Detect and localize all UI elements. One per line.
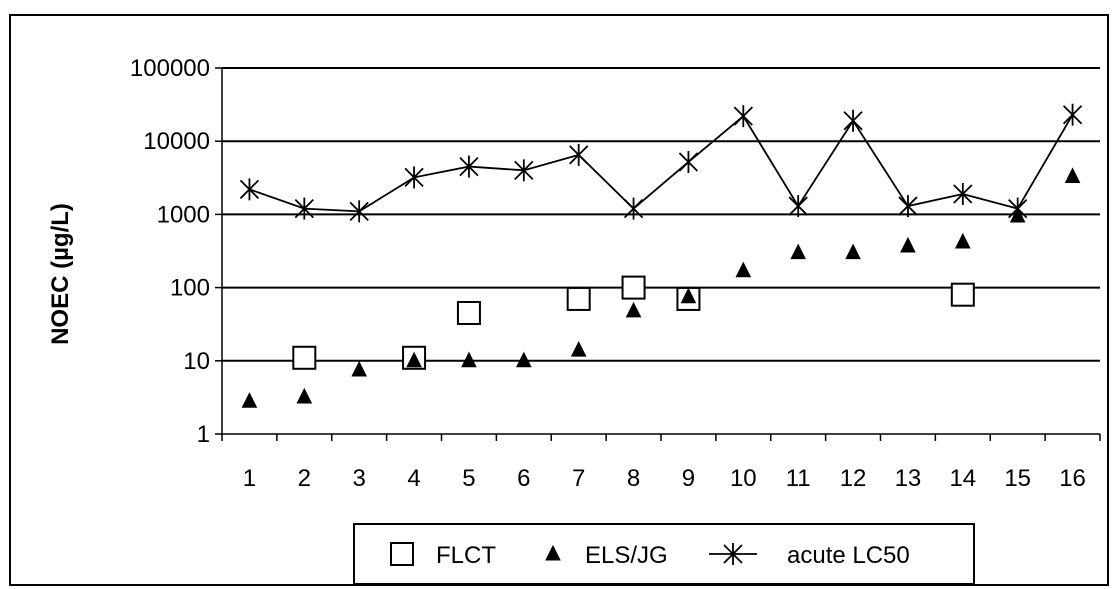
legend-item: acute LC50 [709,542,910,569]
x-tick-label: 8 [627,465,640,492]
y-tick-label: 1 [197,421,210,448]
legend-label: ELS/JG [585,542,668,569]
legend-item: FLCT [390,542,496,569]
data-point [461,351,477,368]
y-tick-label: 100 [170,275,210,302]
data-point [900,236,916,253]
grid-layer [222,67,1100,362]
x-tick-label: 5 [462,465,475,492]
data-point [845,243,861,260]
data-point [1062,103,1083,126]
x-tick-label: 7 [572,465,585,492]
data-point [516,351,532,368]
y-tick-label: 10 [183,348,210,375]
data-point [569,143,589,166]
x-tick-label: 12 [840,465,867,492]
x-tick-label: 11 [786,465,811,492]
data-point [570,340,587,357]
data-point [950,282,975,307]
legend: FLCT ELS/JG acute LC50 [353,523,975,584]
series-layer [239,103,1083,408]
series-flct [292,275,975,370]
x-tick-label: 4 [407,465,420,492]
data-point [623,197,644,220]
series-line [249,114,1074,213]
data-point [406,351,422,368]
data-point [680,287,697,304]
x-tick-label: 15 [1004,465,1031,492]
data-point [625,301,642,318]
data-point [621,275,646,300]
data-point [349,200,369,223]
series-acute-lc50 [239,103,1083,223]
y-tick-label: 1000 [157,201,210,228]
y-tick-label: 10000 [143,128,210,155]
data-point [1064,167,1081,183]
x-tick-label: 14 [949,465,976,492]
data-point [898,195,918,218]
data-point [351,360,367,377]
data-point [788,195,808,218]
data-point [733,105,753,128]
data-point [241,392,258,408]
x-tick-label: 13 [895,465,922,492]
legend-label: FLCT [436,542,496,569]
data-point [459,155,479,178]
x-tick-label: 2 [298,465,311,492]
legend-item: ELS/JG [545,542,668,569]
data-point [294,197,314,220]
x-tick-label: 9 [682,465,695,492]
y-tick-label: 100000 [130,55,210,82]
data-point [404,166,424,189]
data-point [955,232,971,249]
data-point [678,150,699,173]
legend-marker [545,544,561,561]
y-axis-label: NOEC (µg/L) [47,203,74,345]
data-point [514,159,534,182]
data-point [1008,197,1028,220]
data-point [456,300,481,325]
data-point [735,261,752,278]
legend-box [353,523,975,584]
data-point [296,387,313,404]
legend-label: acute LC50 [787,542,910,569]
x-tick-label: 10 [730,465,757,492]
legend-marker [723,543,743,565]
x-tick-label: 6 [517,465,530,492]
data-point [566,286,591,311]
x-tick-label: 3 [353,465,366,492]
legend-marker [390,542,414,566]
data-point [843,109,863,132]
x-tick-label: 16 [1059,465,1086,492]
data-point [790,243,806,260]
data-point [953,182,973,205]
x-tick-label: 1 [243,465,256,492]
chart-frame: 1 10 100 1000 10000 100000 1 2 3 4 5 6 7 8 9 10 11 12 13 14… [9,14,1109,586]
data-point [239,178,260,201]
data-point [292,345,317,370]
